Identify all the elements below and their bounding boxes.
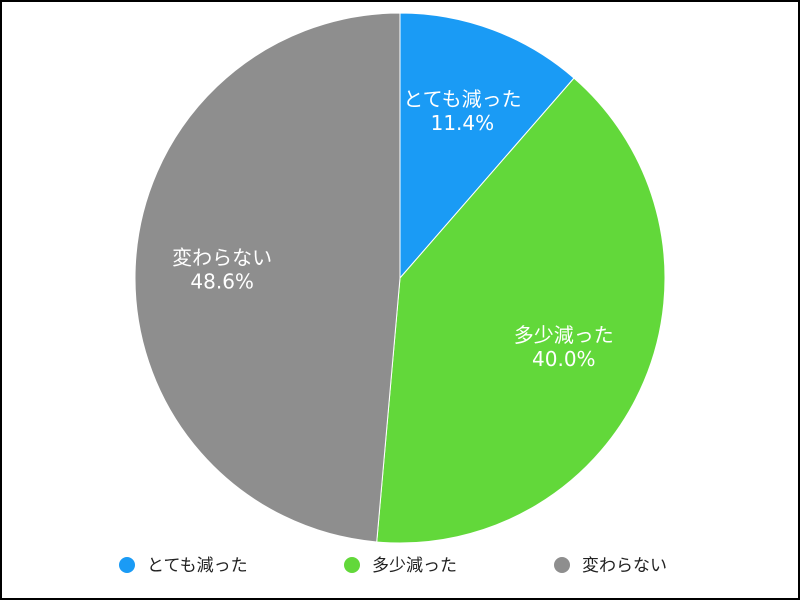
slice-label: 多少減った (514, 323, 614, 347)
legend-label: 変わらない (582, 556, 667, 576)
pie-slice (134, 12, 401, 543)
pie-slice (376, 77, 666, 544)
slice-value: 40.0% (532, 347, 596, 371)
legend-marker (119, 557, 135, 573)
legend-marker (554, 557, 570, 573)
legend-label: とても減った (147, 556, 248, 576)
slice-label: 変わらない (172, 246, 272, 270)
slice-label: とても減った (403, 87, 521, 111)
slice-value: 11.4% (431, 111, 495, 135)
slice-value: 48.6% (190, 270, 254, 294)
pie-slice (399, 12, 575, 280)
legend-marker (344, 557, 360, 573)
legend-label: 多少減った (372, 556, 457, 576)
